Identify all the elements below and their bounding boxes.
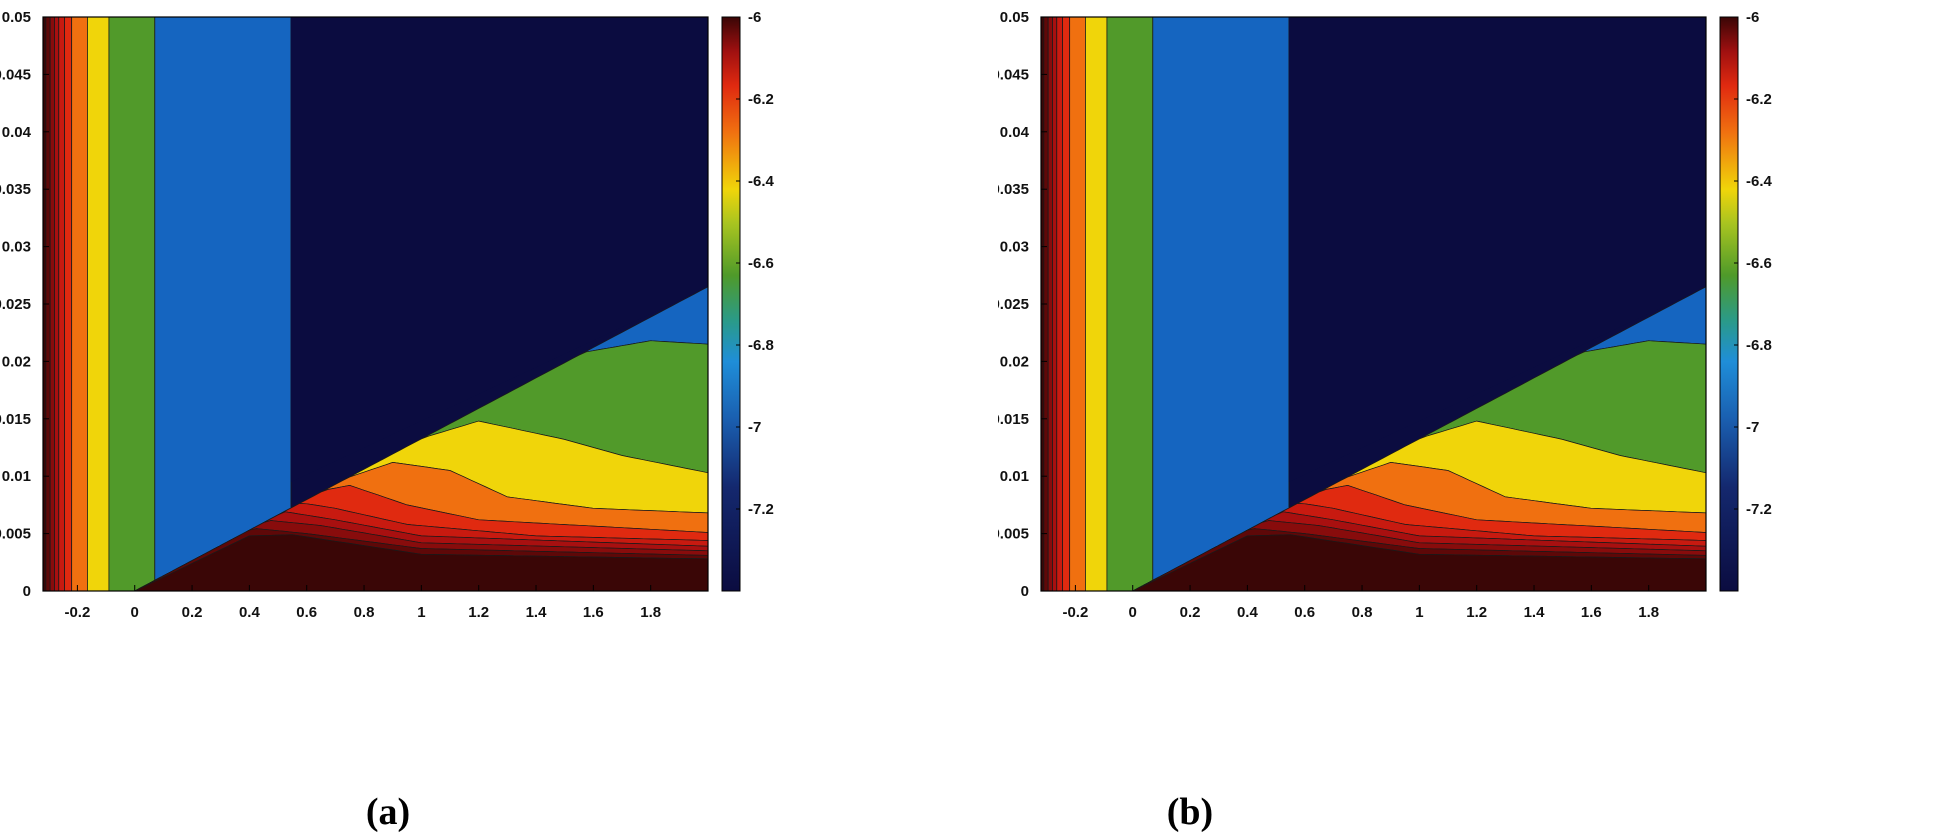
upstream-band-4 <box>1056 17 1063 591</box>
colorbar-tick-label: -6.6 <box>748 255 774 272</box>
x-tick-label: 1.4 <box>1524 604 1546 621</box>
region-dark-block <box>290 17 708 482</box>
upstream-band-3 <box>54 17 60 591</box>
y-tick-label: 0.025 <box>998 296 1029 313</box>
subplot-a: -0.2 0 0.2 0.4 0.6 0.8 1 1.2 1.4 1.6 1.8 0 0.005 0.01… <box>0 9 775 833</box>
region-dark-block <box>1288 17 1706 482</box>
upstream-band-5 <box>1062 17 1071 591</box>
upstream-band-8 <box>108 17 156 591</box>
contour-plot-b: -0.2 0 0.2 0.4 0.6 0.8 1 1.2 1.4 1.6 1.8 0 0.005 0.01… <box>998 9 1773 621</box>
y-tick-label: 0.03 <box>2 239 31 256</box>
y-tick-label: 0.01 <box>1000 468 1029 485</box>
y-tick-label: 0.05 <box>2 9 31 26</box>
colorbar-tick-label: -6.8 <box>1746 337 1772 354</box>
y-tick-label: 0.035 <box>0 181 31 198</box>
x-tick-label: 1.6 <box>583 604 604 621</box>
colorbar-tick-label: -6.4 <box>748 173 775 190</box>
y-tick-label: 0.03 <box>1000 239 1029 256</box>
x-tick-label: 0.8 <box>1352 604 1373 621</box>
upstream-band-8 <box>1106 17 1154 591</box>
y-tick-label: 0.01 <box>2 468 31 485</box>
upstream-band-2 <box>1047 17 1053 591</box>
colorbar <box>1719 16 1739 592</box>
upstream-band-7 <box>1085 17 1108 591</box>
upstream-band-2 <box>49 17 55 591</box>
y-tick-label: 0.015 <box>0 411 31 428</box>
shock-layer-band-9 <box>1132 534 1706 591</box>
x-tick-label: 0.2 <box>182 604 203 621</box>
shock-layer-band-9 <box>134 534 708 591</box>
x-tick-label: 1 <box>417 604 425 621</box>
x-tick-label: 1.2 <box>468 604 489 621</box>
x-tick-label: 0 <box>131 604 139 621</box>
colorbar-tick-label: -6.2 <box>748 91 774 108</box>
y-tick-label: 0.015 <box>998 411 1029 428</box>
colorbar-tick-label: -6 <box>1746 9 1759 26</box>
y-tick-label: 0.025 <box>0 296 31 313</box>
x-tick-label: 0.6 <box>1294 604 1315 621</box>
colorbar <box>721 16 741 592</box>
y-tick-label: 0.04 <box>1000 124 1030 141</box>
y-tick-label: 0.04 <box>2 124 32 141</box>
x-tick-label: 0.6 <box>296 604 317 621</box>
x-tick-label: 1.8 <box>1638 604 1659 621</box>
upstream-band-6 <box>71 17 88 591</box>
upstream-band-4 <box>58 17 65 591</box>
y-tick-label: 0.02 <box>2 353 31 370</box>
colorbar-tick-label: -6.8 <box>748 337 774 354</box>
x-tick-label: 0.4 <box>239 604 261 621</box>
y-tick-label: 0.02 <box>1000 353 1029 370</box>
y-tick-label: 0.005 <box>0 526 31 543</box>
colorbar-tick-label: -7 <box>1746 419 1759 436</box>
colorbar-tick-label: -6.6 <box>1746 255 1772 272</box>
upstream-band-5 <box>64 17 73 591</box>
subplot-label-a: (a) <box>365 791 411 833</box>
x-tick-label: 1.8 <box>640 604 661 621</box>
x-tick-label: 1.6 <box>1581 604 1602 621</box>
upstream-band-9 <box>154 17 292 591</box>
upstream-band-3 <box>1052 17 1058 591</box>
colorbar-tick-label: -6.4 <box>1746 173 1773 190</box>
y-tick-label: 0 <box>1021 583 1029 600</box>
x-tick-label: 0.8 <box>354 604 375 621</box>
y-tick-label: 0.045 <box>0 66 31 83</box>
x-tick-label: 0.2 <box>1180 604 1201 621</box>
x-tick-label: -0.2 <box>1062 604 1088 621</box>
colorbar-tick-label: -6 <box>748 9 761 26</box>
subplot-b: -0.2 0 0.2 0.4 0.6 0.8 1 1.2 1.4 1.6 1.8 0 0.005 0.01… <box>998 0 1950 840</box>
contour-field <box>43 17 708 591</box>
subplot-label-b: (b) <box>1166 791 1214 833</box>
contour-plot-a: -0.2 0 0.2 0.4 0.6 0.8 1 1.2 1.4 1.6 1.8 0 0.005 0.01… <box>0 9 775 621</box>
x-tick-label: 0.4 <box>1237 604 1259 621</box>
colorbar-tick-label: -6.2 <box>1746 91 1772 108</box>
y-tick-label: 0.005 <box>998 526 1029 543</box>
x-tick-label: 0 <box>1129 604 1137 621</box>
x-tick-label: 1.2 <box>1466 604 1487 621</box>
y-tick-label: 0 <box>23 583 31 600</box>
y-tick-label: 0.035 <box>998 181 1029 198</box>
x-tick-label: 1.4 <box>526 604 548 621</box>
upstream-band-9 <box>1152 17 1290 591</box>
x-tick-label: -0.2 <box>64 604 90 621</box>
colorbar-tick-label: -7 <box>748 419 761 436</box>
y-tick-label: 0.05 <box>1000 9 1029 26</box>
upstream-band-7 <box>87 17 110 591</box>
x-tick-label: 1 <box>1415 604 1423 621</box>
contour-field <box>1041 17 1706 591</box>
upstream-band-6 <box>1069 17 1086 591</box>
y-tick-label: 0.045 <box>998 66 1029 83</box>
colorbar-tick-label: -7.2 <box>1746 501 1772 518</box>
colorbar-tick-label: -7.2 <box>748 501 774 518</box>
